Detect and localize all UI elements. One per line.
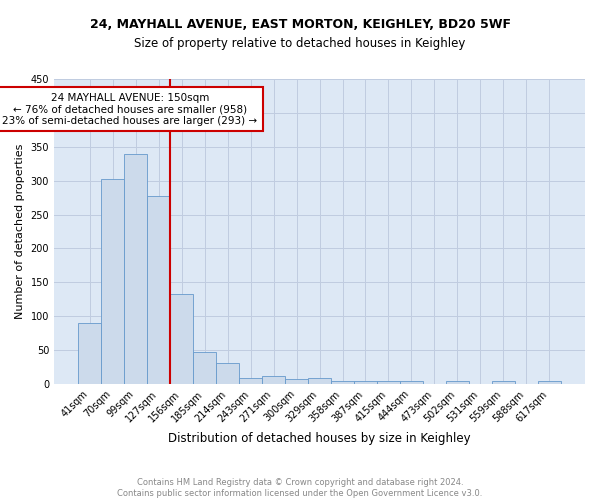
- Bar: [193, 352, 216, 384]
- Bar: [124, 154, 147, 384]
- X-axis label: Distribution of detached houses by size in Keighley: Distribution of detached houses by size …: [168, 432, 471, 445]
- Bar: [262, 376, 285, 384]
- Text: 24 MAYHALL AVENUE: 150sqm
← 76% of detached houses are smaller (958)
23% of semi: 24 MAYHALL AVENUE: 150sqm ← 76% of detac…: [2, 92, 257, 126]
- Bar: [239, 378, 262, 384]
- Bar: [400, 381, 423, 384]
- Bar: [216, 363, 239, 384]
- Bar: [147, 196, 170, 384]
- Bar: [78, 323, 101, 384]
- Bar: [354, 380, 377, 384]
- Bar: [446, 381, 469, 384]
- Bar: [331, 381, 354, 384]
- Bar: [538, 381, 561, 384]
- Bar: [308, 378, 331, 384]
- Bar: [285, 379, 308, 384]
- Bar: [492, 381, 515, 384]
- Text: Contains HM Land Registry data © Crown copyright and database right 2024.
Contai: Contains HM Land Registry data © Crown c…: [118, 478, 482, 498]
- Bar: [377, 381, 400, 384]
- Text: 24, MAYHALL AVENUE, EAST MORTON, KEIGHLEY, BD20 5WF: 24, MAYHALL AVENUE, EAST MORTON, KEIGHLE…: [89, 18, 511, 30]
- Text: Size of property relative to detached houses in Keighley: Size of property relative to detached ho…: [134, 38, 466, 51]
- Bar: [101, 178, 124, 384]
- Y-axis label: Number of detached properties: Number of detached properties: [15, 144, 25, 319]
- Bar: [170, 294, 193, 384]
